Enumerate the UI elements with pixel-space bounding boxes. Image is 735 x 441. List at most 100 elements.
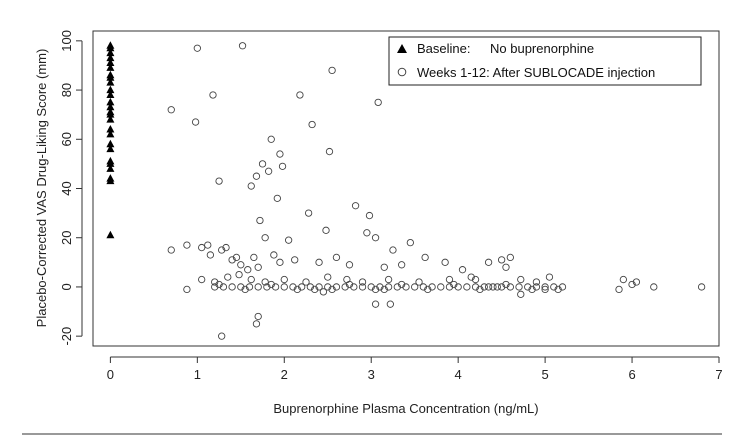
baseline-point [106, 43, 115, 52]
post-injection-point [386, 300, 394, 308]
post-injection-point [489, 283, 497, 291]
post-injection-point [198, 243, 206, 252]
legend-baseline-note: No buprenorphine [490, 41, 594, 56]
baseline-point [106, 102, 115, 111]
post-injection-point [215, 280, 223, 289]
post-injection-point [528, 285, 536, 294]
post-injection-point [398, 261, 406, 269]
post-injection-point [278, 162, 287, 171]
legend-weeks-label: Weeks 1-12: After SUBLOCADE injection [417, 65, 655, 80]
post-injection-point [506, 253, 514, 262]
baseline-point [106, 97, 115, 106]
post-injection-point [445, 275, 454, 284]
post-injection-point [517, 290, 525, 298]
post-injection-point [250, 253, 258, 262]
post-injection-point [524, 283, 532, 291]
post-injection-point [254, 263, 262, 271]
baseline-point [106, 85, 115, 94]
post-injection-point [245, 283, 254, 291]
post-injection-point [450, 280, 458, 289]
post-injection-point [458, 266, 467, 274]
baseline-point [106, 78, 115, 86]
post-injection-point [167, 246, 175, 254]
post-injection-point [497, 283, 506, 291]
post-injection-point [218, 332, 226, 340]
post-injection-point [198, 275, 206, 284]
x-tick-label: 3 [368, 367, 375, 382]
post-injection-point [261, 278, 269, 286]
post-injection-point [454, 283, 462, 291]
post-injection-point [380, 285, 388, 294]
post-injection-point [411, 283, 419, 291]
y-tick-label: 20 [59, 230, 74, 244]
legend-box [388, 36, 702, 86]
post-injection-point [238, 42, 247, 50]
post-injection-point [254, 312, 262, 321]
post-injection-point [276, 258, 284, 266]
post-injection-point [167, 106, 175, 114]
legend-triangle-marker [397, 44, 407, 53]
baseline-point [106, 139, 115, 148]
post-injection-point [697, 283, 706, 291]
post-injection-point [247, 275, 255, 284]
baseline-point [106, 129, 115, 138]
post-injection-point [252, 320, 261, 328]
post-injection-point [415, 278, 423, 286]
post-injection-point [193, 44, 201, 52]
post-injection-point [363, 229, 371, 237]
post-injection-point [215, 177, 223, 185]
legend-circle-marker [397, 67, 407, 77]
post-injection-point [541, 285, 549, 294]
post-injection-point [554, 285, 562, 294]
legend: Baseline: No buprenorphine Weeks 1-12: A… [388, 36, 702, 86]
post-injection-point [270, 251, 278, 259]
post-injection-point [306, 283, 315, 291]
post-injection-point [291, 256, 299, 264]
post-injection-point [484, 258, 493, 266]
post-injection-point [502, 263, 510, 271]
post-injection-point [293, 285, 301, 294]
post-injection-point [206, 251, 215, 259]
post-injection-point [232, 253, 241, 262]
post-injection-point [471, 275, 480, 284]
post-injection-point [351, 202, 360, 210]
x-axis: 0 1 2 3 4 5 6 7 [107, 356, 723, 382]
y-tick-label: -20 [59, 327, 74, 346]
post-injection-point [345, 261, 354, 269]
post-injection-point [541, 283, 549, 291]
post-injection-point [247, 182, 255, 190]
post-injection-point [273, 194, 281, 202]
post-injection-point [224, 273, 232, 281]
x-tick-label: 1 [194, 367, 201, 382]
post-injection-point [244, 266, 252, 274]
baseline-point [106, 48, 115, 57]
y-tick-label: 40 [59, 181, 74, 195]
data-points [106, 41, 706, 340]
post-injection-point [502, 280, 510, 289]
post-injection-point [296, 91, 304, 99]
post-injection-point [393, 283, 401, 291]
y-tick-label: 80 [59, 83, 74, 97]
post-injection-point [545, 273, 554, 281]
post-injection-point [211, 278, 219, 286]
post-injection-point [302, 278, 310, 286]
post-injection-point [280, 283, 288, 291]
post-injection-point [228, 256, 236, 264]
post-injection-point [467, 273, 475, 281]
post-injection-point [308, 120, 316, 129]
post-injection-point [484, 283, 493, 291]
post-injection-point [371, 285, 380, 294]
post-injection-point [254, 283, 262, 291]
baseline-point [106, 159, 115, 167]
post-injection-point [358, 283, 367, 291]
post-injection-point [384, 275, 393, 284]
post-injection-point [261, 234, 269, 242]
post-injection-point [328, 285, 336, 294]
baseline-point [106, 144, 115, 153]
post-injection-point [441, 258, 449, 266]
post-injection-point [424, 285, 432, 294]
post-injection-point [289, 283, 297, 291]
post-injection-point [350, 283, 358, 291]
post-injection-point [402, 283, 410, 291]
post-injection-point [437, 283, 445, 291]
